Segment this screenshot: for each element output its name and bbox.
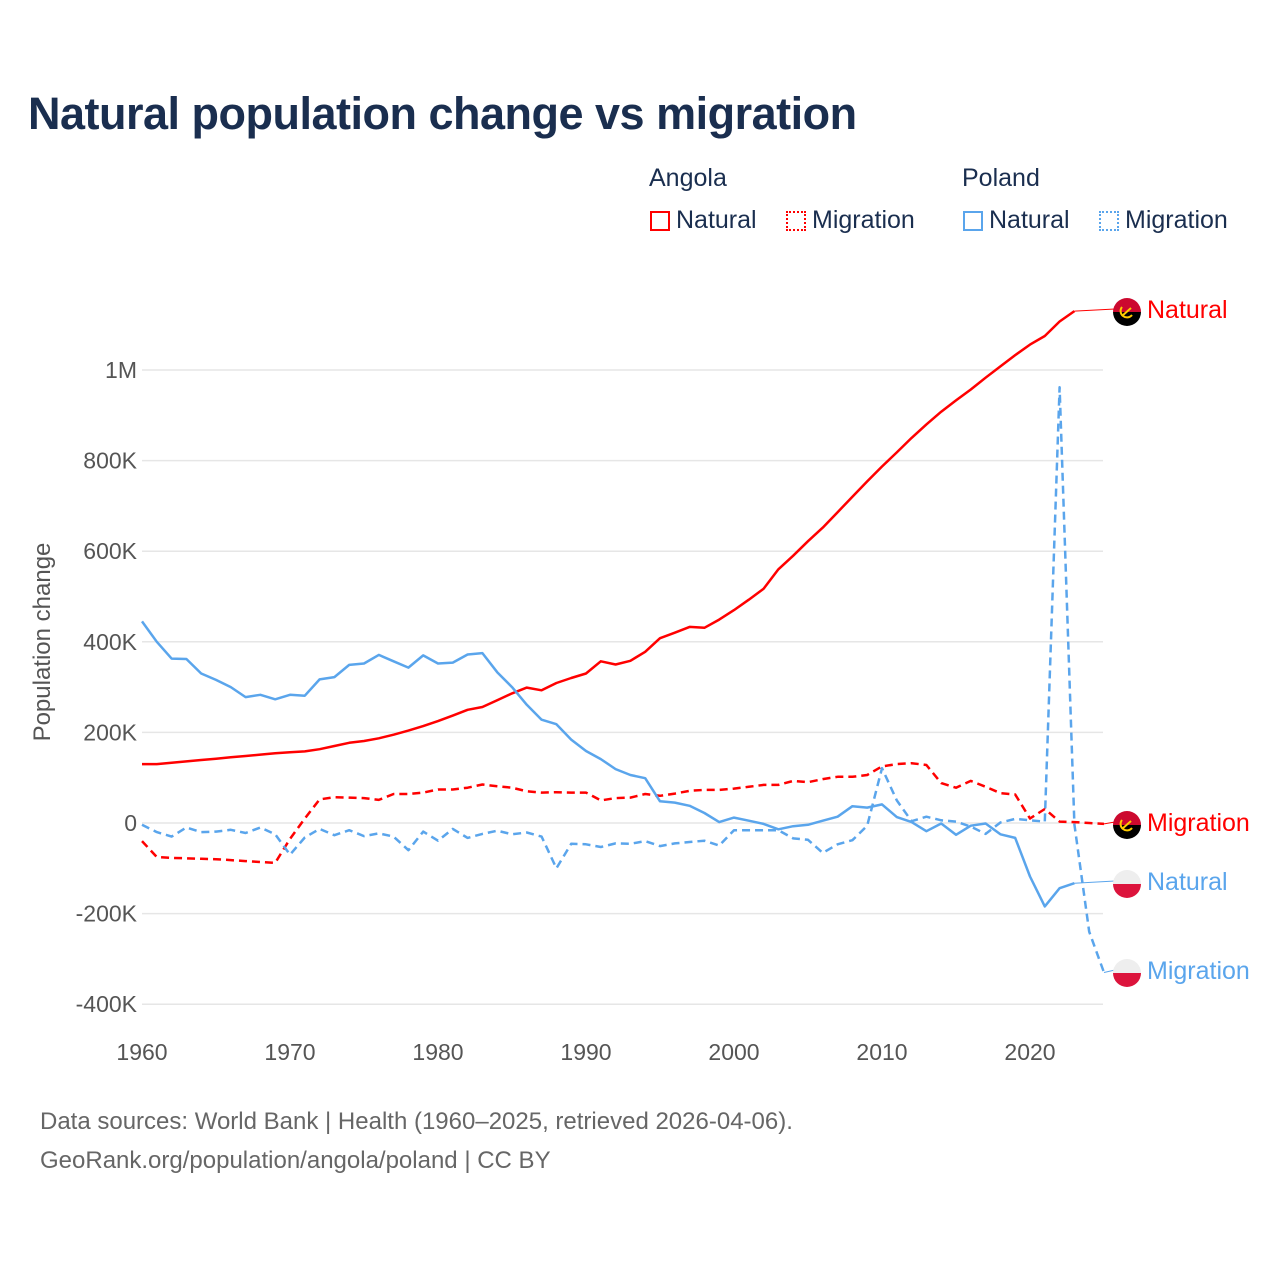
x-tick-label: 1960 [116, 1039, 167, 1065]
series-line-angola-natural [142, 310, 1076, 766]
y-tick-label: -400K [76, 991, 138, 1017]
end-connector [1103, 821, 1116, 825]
y-tick-label: 400K [83, 629, 137, 655]
x-tick-label: 2020 [1004, 1039, 1055, 1065]
legend-label: Natural [676, 206, 757, 234]
y-tick-label: 600K [83, 538, 137, 564]
angola-flag-icon [1113, 811, 1141, 839]
dotted-swatch-icon [786, 210, 806, 231]
y-tick-label: 0 [124, 810, 137, 836]
legend-group-angola: Angola [649, 164, 727, 192]
legend-label: Migration [1125, 206, 1228, 234]
poland-flag-icon [1113, 870, 1141, 898]
footer-source: Data sources: World Bank | Health (1960–… [40, 1108, 793, 1135]
series-line-poland-natural [140, 620, 1075, 908]
legend-label: Migration [812, 206, 915, 234]
y-tick-label: 1M [105, 357, 137, 383]
y-tick-label: 200K [83, 719, 137, 745]
y-tick-label: 800K [83, 448, 137, 474]
end-label-angola-migration: Migration [1147, 809, 1250, 837]
footer-link[interactable]: GeoRank.org/population/angola/poland | C… [40, 1147, 551, 1174]
legend-item-poland-migration[interactable]: Migration [1099, 206, 1228, 235]
angola-flag-icon [1113, 298, 1141, 326]
solid-swatch-icon [650, 210, 670, 231]
legend-item-angola-natural[interactable]: Natural [650, 206, 757, 235]
end-label-angola-natural: Natural [1147, 296, 1228, 324]
poland-flag-icon [1113, 959, 1141, 987]
y-axis-label: Population change [29, 543, 56, 742]
chart-title: Natural population change vs migration [28, 88, 857, 139]
end-label-poland-natural: Natural [1147, 868, 1228, 896]
end-label-poland-migration: Migration [1147, 957, 1250, 985]
x-tick-label: 2000 [708, 1039, 759, 1065]
legend-label: Natural [989, 206, 1070, 234]
legend-item-angola-migration[interactable]: Migration [786, 206, 915, 235]
x-tick-label: 1970 [264, 1039, 315, 1065]
solid-swatch-icon [963, 210, 983, 231]
series-line-poland-migration [141, 385, 1106, 973]
legend-item-poland-natural[interactable]: Natural [963, 206, 1070, 235]
end-connector [1074, 880, 1116, 884]
end-connector [1103, 969, 1116, 973]
legend-group-poland: Poland [962, 164, 1040, 192]
x-tick-label: 1980 [412, 1039, 463, 1065]
series-line-angola-migration [141, 761, 1105, 865]
y-tick-label: -200K [76, 901, 138, 927]
dotted-swatch-icon [1099, 210, 1119, 231]
x-tick-label: 1990 [560, 1039, 611, 1065]
end-connector [1074, 308, 1116, 312]
x-tick-label: 2010 [856, 1039, 907, 1065]
